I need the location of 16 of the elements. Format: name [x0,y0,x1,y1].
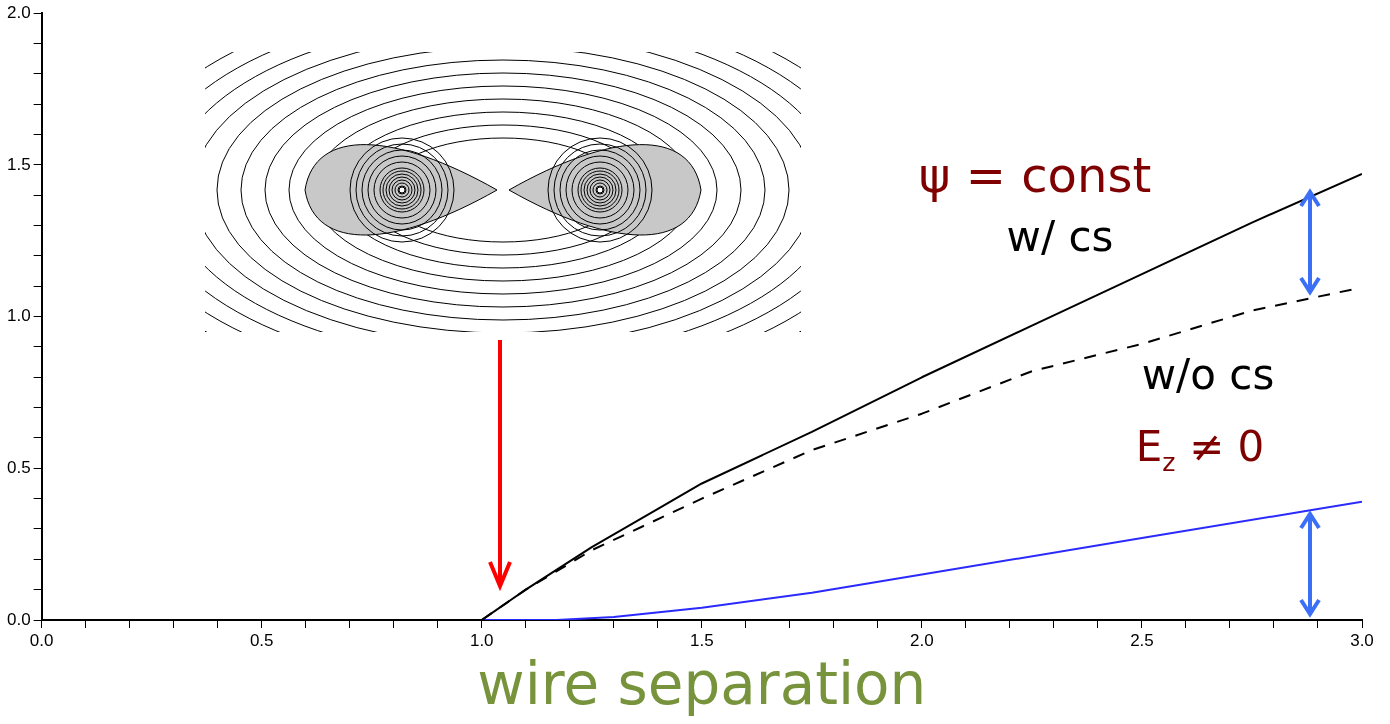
annotation: w/o cs [1141,349,1275,399]
x-tick-label: 1.5 [690,630,714,650]
annotation: ψ = const [918,147,1152,204]
x-tick-label: 2.5 [1130,630,1154,650]
y-tick-label: 0.5 [6,457,31,477]
y-tick-label: 1.0 [6,306,31,326]
y-tick-label: 2.0 [6,2,31,22]
x-tick-label: 3.0 [1350,630,1374,650]
x-tick-label: 2.0 [910,630,934,650]
y-tick-label: 0.0 [6,609,31,629]
y-tick-label: 1.5 [6,154,31,174]
x-tick-label: 0.0 [29,630,54,650]
x-tick-label: 0.5 [249,630,274,650]
x-tick-label: 1.0 [469,630,494,650]
x-axis-title: wire separation [477,650,927,719]
annotation: w/ cs [1006,211,1114,261]
